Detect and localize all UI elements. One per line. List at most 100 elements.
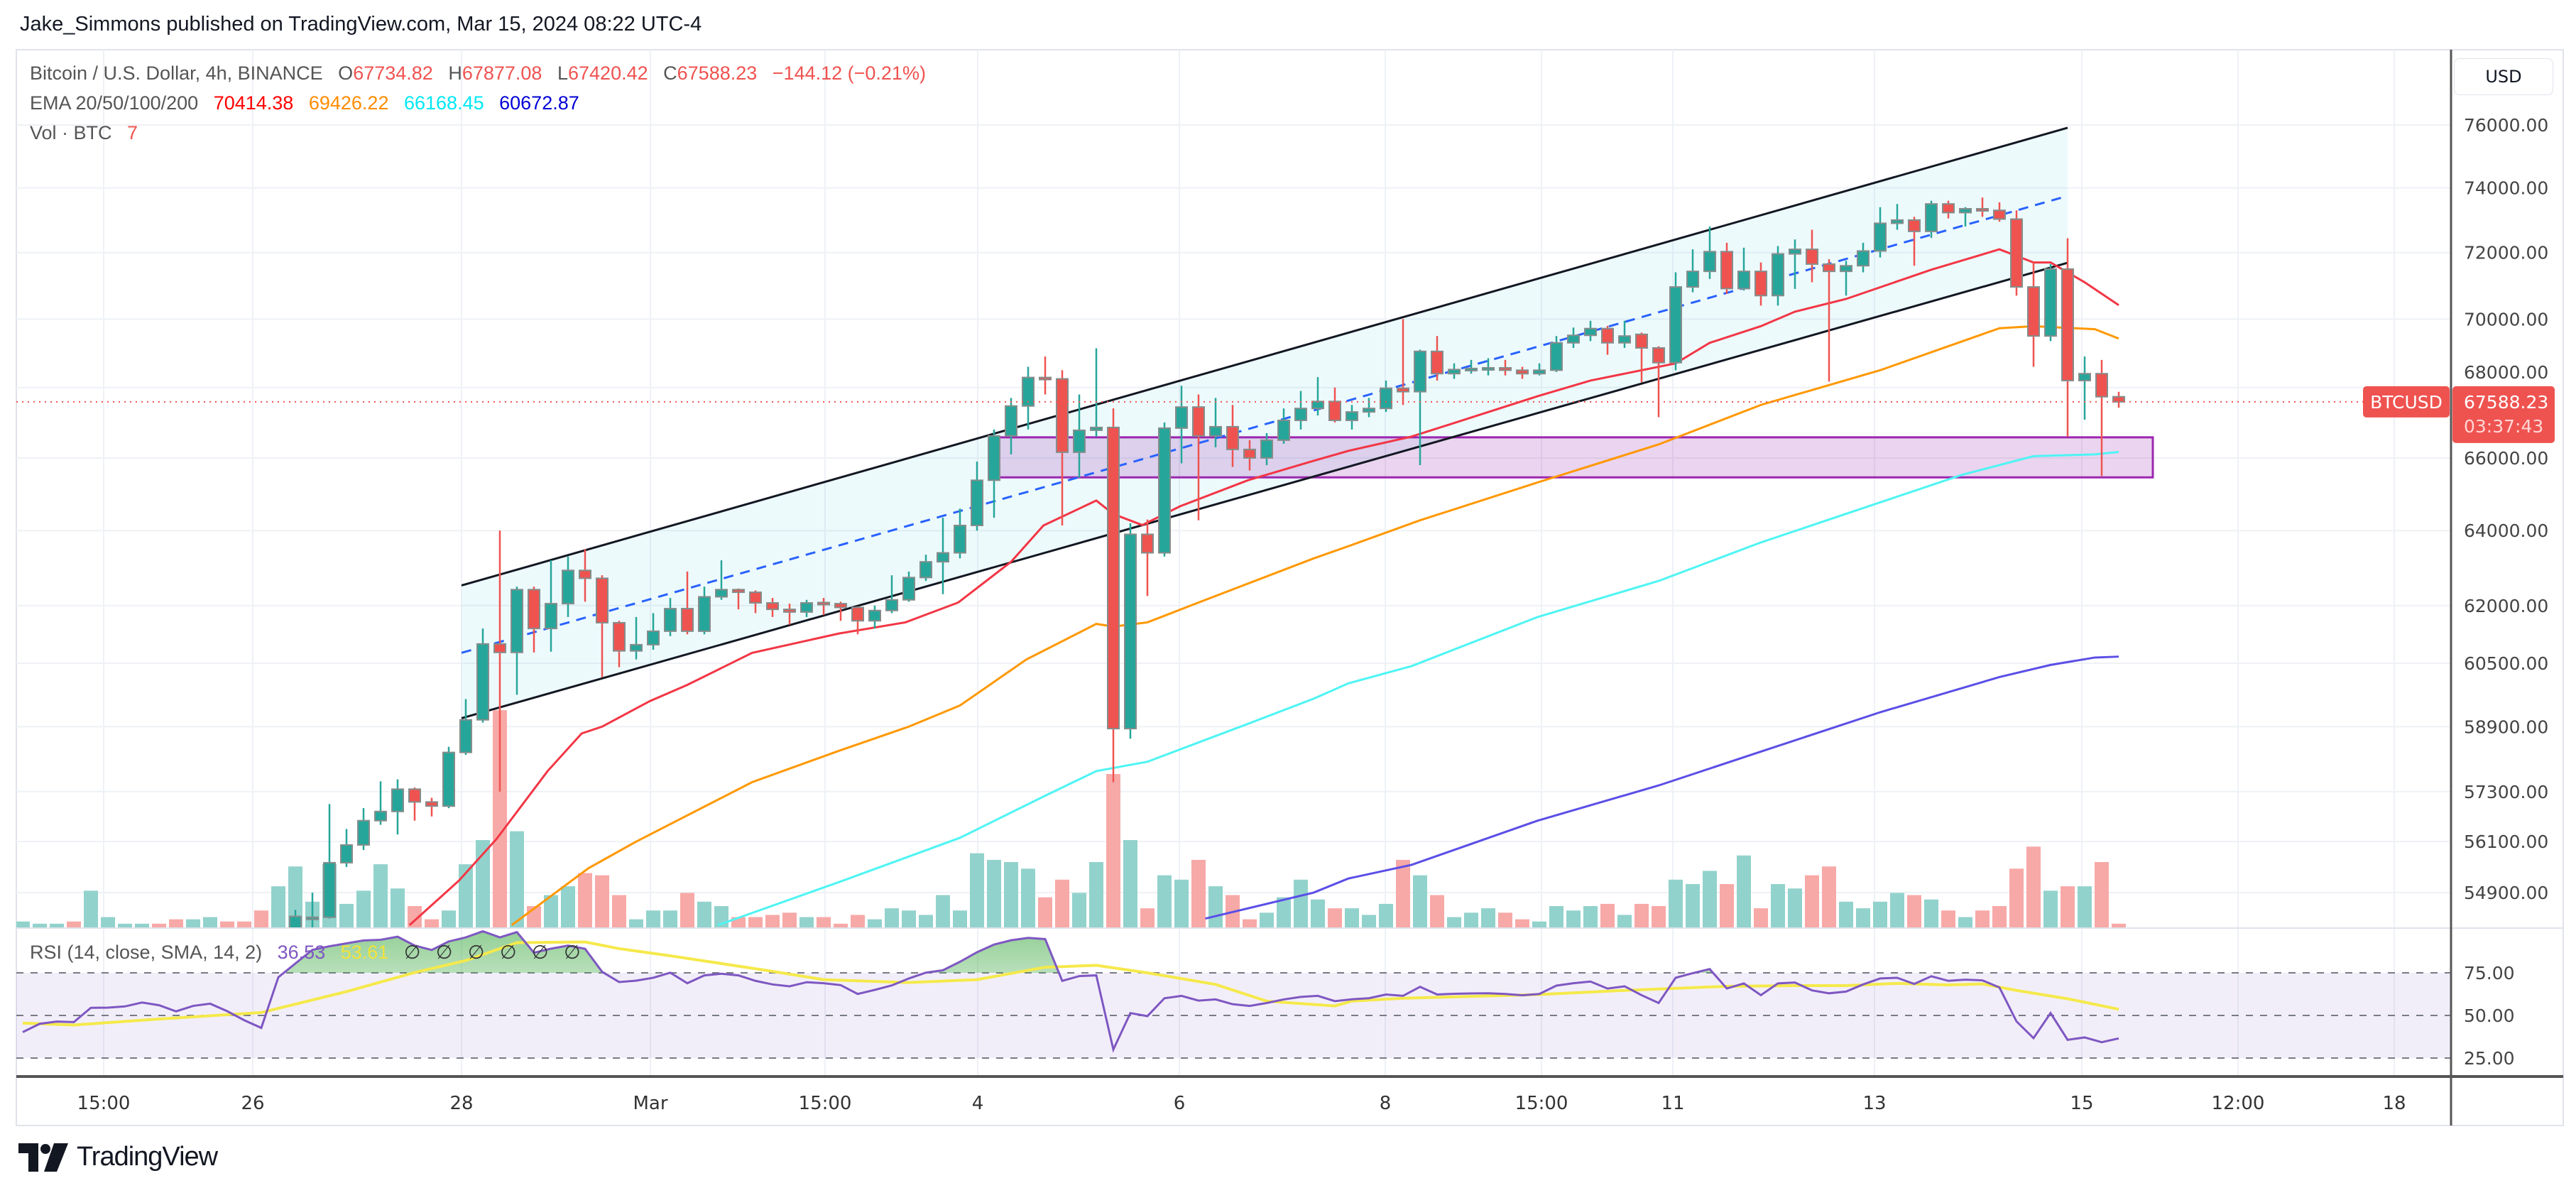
volume-bar xyxy=(1328,908,1342,928)
price-axis-label: 72000.00 xyxy=(2464,243,2548,263)
volume-bar xyxy=(680,893,694,928)
candle-body xyxy=(1209,425,1222,437)
ema-label[interactable]: EMA 20/50/100/200 xyxy=(30,92,199,114)
volume-bar xyxy=(1805,875,1819,928)
volume-bar xyxy=(510,831,524,928)
volume-bar xyxy=(1788,888,1802,928)
volume-bar xyxy=(1771,884,1785,928)
volume-bar xyxy=(970,853,984,928)
candle-body xyxy=(1039,376,1052,381)
candle-body xyxy=(1260,439,1273,459)
candle-body xyxy=(1618,335,1631,344)
volume-bar xyxy=(1907,895,1921,928)
ema200-line xyxy=(1205,655,2119,920)
candle-body xyxy=(732,589,745,594)
volume-bar xyxy=(1362,915,1376,928)
volume-bar xyxy=(885,908,899,928)
volume-bar xyxy=(1089,862,1103,928)
candle-body xyxy=(1720,251,1733,290)
volume-bar xyxy=(1243,919,1257,928)
price-axis-label: 70000.00 xyxy=(2464,309,2548,329)
volume-bar xyxy=(2026,846,2041,928)
candle-body xyxy=(1567,334,1580,344)
candle-body xyxy=(630,643,643,652)
rsi-sma-line xyxy=(22,940,2119,1027)
low-label: L xyxy=(557,62,568,84)
close-value: 67588.23 xyxy=(677,62,758,84)
volume-bar xyxy=(1583,906,1598,928)
volume-bar xyxy=(16,921,30,928)
candle-body xyxy=(988,435,1000,481)
volume-bar xyxy=(1669,879,1683,928)
volume-bar xyxy=(1992,906,2007,928)
rsi-overbought-fill xyxy=(23,931,2119,973)
symbol-name[interactable]: Bitcoin / U.S. Dollar, 4h, BINANCE xyxy=(30,62,323,84)
volume-bar xyxy=(1157,875,1172,928)
candle-body xyxy=(783,609,796,613)
price-pane[interactable] xyxy=(16,126,2451,1053)
volume-bar xyxy=(1106,774,1120,928)
candle-body xyxy=(1073,429,1086,453)
candle-body xyxy=(1056,378,1069,453)
volume-bar xyxy=(1208,886,1223,928)
candle-body xyxy=(1652,347,1665,364)
time-axis-label: 4 xyxy=(972,1093,984,1114)
channel-median-line[interactable] xyxy=(461,195,2068,654)
candle-body xyxy=(1141,533,1154,554)
volume-bar xyxy=(2112,923,2126,928)
volume-bar xyxy=(578,873,592,928)
candle-body xyxy=(885,599,898,611)
volume-bar xyxy=(953,910,967,928)
volume-bar xyxy=(1941,910,1955,928)
volume-bar xyxy=(2078,886,2092,928)
candle-body xyxy=(1158,427,1171,554)
volume-bar xyxy=(2061,886,2075,928)
volume-bar xyxy=(1038,897,1052,928)
volume-bar xyxy=(1652,906,1666,928)
tradingview-logo-icon xyxy=(18,1143,68,1172)
candle-body xyxy=(2095,373,2108,398)
rsi-empty-1: ∅ xyxy=(403,942,421,963)
channel-lower-line[interactable] xyxy=(461,261,2068,719)
candle-body xyxy=(1823,263,1835,273)
volume-bar xyxy=(765,915,780,928)
candle-body xyxy=(1482,366,1495,371)
candle-body xyxy=(1022,376,1035,407)
rsi-label[interactable]: RSI (14, close, SMA, 14, 2) xyxy=(30,942,263,963)
volume-bar xyxy=(1055,879,1069,928)
candle-body xyxy=(1328,400,1341,421)
tradingview-logo[interactable]: TradingView xyxy=(18,1142,218,1172)
time-axis-label: Mar xyxy=(633,1093,667,1114)
price-axis-label: 62000.00 xyxy=(2464,596,2548,616)
candle-body xyxy=(2044,268,2057,337)
volume-bar xyxy=(1617,915,1632,928)
candle-body xyxy=(664,608,677,632)
candle-body xyxy=(425,801,438,807)
currency-button[interactable]: USD xyxy=(2454,58,2553,95)
candle-body xyxy=(1431,350,1443,375)
candle-body xyxy=(1516,369,1529,375)
ema50-value: 69426.22 xyxy=(308,92,389,114)
candle-body xyxy=(919,561,932,579)
time-axis-label: 18 xyxy=(2382,1093,2406,1114)
candle-body xyxy=(647,630,660,645)
volume-bar xyxy=(1140,908,1155,928)
time-axis-label: 13 xyxy=(1862,1093,1886,1114)
volume-bar xyxy=(902,910,916,928)
rsi-axis-label: 50.00 xyxy=(2464,1006,2515,1026)
volume-bar xyxy=(2043,890,2058,928)
candle-body xyxy=(442,751,455,807)
rsi-pane[interactable] xyxy=(16,930,2451,1059)
high-label: H xyxy=(448,62,462,84)
price-axis-label: 68000.00 xyxy=(2464,362,2548,383)
rsi-overbought-group xyxy=(23,931,2119,973)
candle-body xyxy=(1857,250,1870,267)
volume-bar xyxy=(1958,917,1972,928)
channel-upper-line[interactable] xyxy=(461,126,2068,587)
volume-bar xyxy=(987,859,1001,928)
price-axis-label: 58900.00 xyxy=(2464,716,2548,737)
volume-label[interactable]: Vol · BTC xyxy=(30,122,112,143)
candle-body xyxy=(1090,426,1103,431)
candle-body xyxy=(613,621,626,652)
